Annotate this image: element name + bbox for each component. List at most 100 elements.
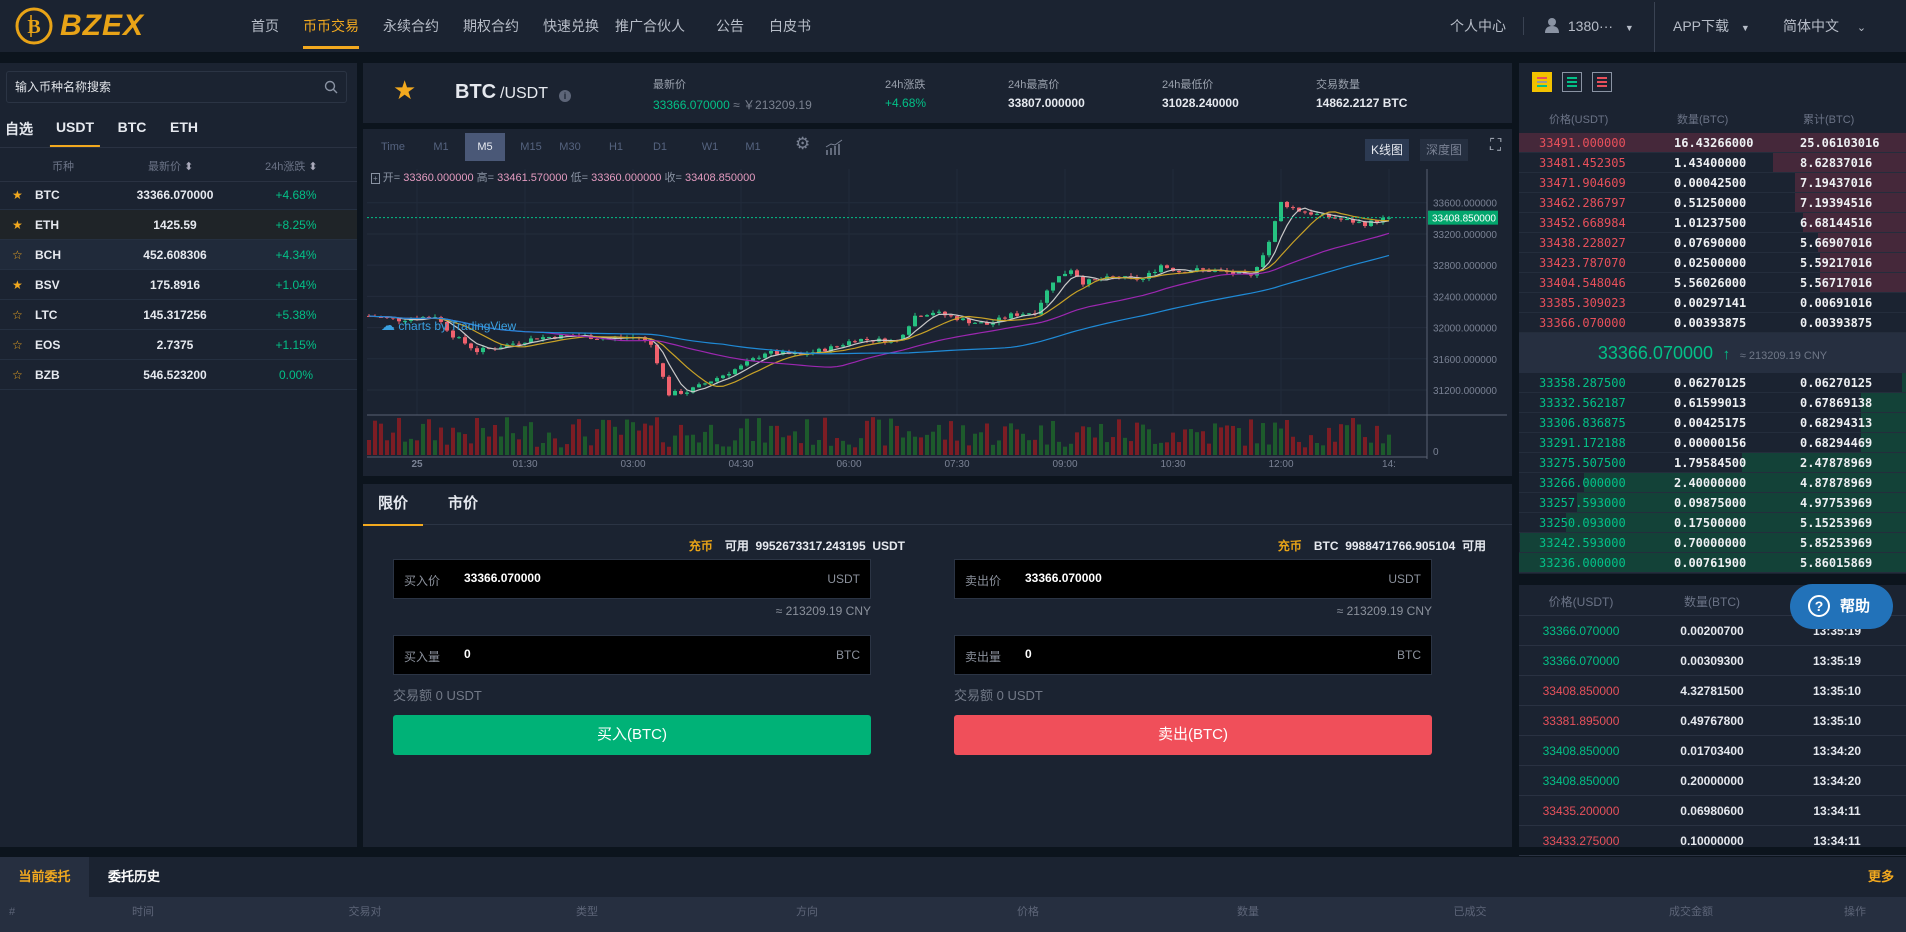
interval-button[interactable]: M30 [559,141,581,153]
personal-center-link[interactable]: 个人中心 [1450,18,1506,34]
coin-search-input[interactable]: 输入币种名称搜索 [6,71,347,103]
interval-button[interactable]: H1 [608,141,624,153]
bid-row[interactable]: 33275.507500 1.79584500 2.47878969 [1519,453,1906,473]
market-row[interactable]: ★ ETH 1425.59 +8.25% [0,210,357,240]
book-asks-only-icon[interactable] [1592,72,1612,92]
language-menu[interactable]: 简体中文 ⌄ [1783,0,1866,52]
info-icon[interactable]: i [559,90,571,102]
ask-row[interactable]: 33491.000000 16.43266000 25.06103016 [1519,133,1906,153]
nav-item[interactable]: 币币交易 [303,0,359,52]
search-icon[interactable] [324,80,338,94]
sell-quantity-input[interactable]: 卖出量 0 BTC [954,635,1432,675]
volume-bar [667,446,671,455]
tradingview-watermark[interactable]: ☁ charts by TradingView [381,317,516,334]
tab-limit[interactable]: 限价 [363,484,423,526]
interval-button[interactable]: W1 [701,141,719,153]
bid-row[interactable]: 33236.000000 0.00761900 5.86015869 [1519,553,1906,573]
interval-button[interactable]: M1 [745,141,761,153]
interval-button[interactable]: D1 [652,141,668,153]
star-outline-icon[interactable]: ☆ [12,248,23,262]
interval-button[interactable]: M1 [433,141,449,153]
sell-price-value[interactable]: 33366.070000 [1025,571,1102,585]
star-outline-icon[interactable]: ☆ [12,308,23,322]
ask-row[interactable]: 33462.286797 0.51250000 7.19394516 [1519,193,1906,213]
market-tab[interactable]: USDT [49,119,101,147]
help-button[interactable]: ? 帮助 [1790,584,1893,629]
kline-view-button[interactable]: K线图 [1365,139,1410,161]
market-tab[interactable]: ETH [170,119,198,135]
bid-row[interactable]: 33291.172188 0.00000156 0.68294469 [1519,433,1906,453]
star-outline-icon[interactable]: ☆ [12,368,23,382]
bid-row[interactable]: 33358.287500 0.06270125 0.06270125 [1519,373,1906,393]
book-bids-only-icon[interactable] [1562,72,1582,92]
nav-item[interactable]: 公告 [716,18,744,34]
sell-price-input[interactable]: 卖出价 33366.070000 USDT [954,559,1432,599]
bid-row[interactable]: 33332.562187 0.61599013 0.67869138 [1519,393,1906,413]
market-row[interactable]: ☆ LTC 145.317256 +5.38% [0,300,357,330]
market-tab[interactable]: 自选 [5,121,33,137]
ask-row[interactable]: 33452.668984 1.01237500 6.68144516 [1519,213,1906,233]
orders-column-header: 成交金额 [1669,906,1713,918]
column-price-sort[interactable]: 最新价 ⬍ [148,158,193,174]
nav-item[interactable]: 首页 [251,18,279,34]
nav-item[interactable]: 快速兑换 [543,18,599,34]
indicators-icon[interactable] [825,139,843,155]
market-row[interactable]: ★ BSV 175.8916 +1.04% [0,270,357,300]
nav-item[interactable]: 白皮书 [769,18,811,34]
buy-quantity-input[interactable]: 买入量 0 BTC [393,635,871,675]
ask-row[interactable]: 33366.070000 0.00393875 0.00393875 [1519,313,1906,333]
star-filled-icon[interactable]: ★ [12,278,23,292]
ask-row[interactable]: 33471.904609 0.00042500 7.19437016 [1519,173,1906,193]
user-menu[interactable]: 1380··· ▼ [1545,0,1634,52]
ask-row[interactable]: 33385.309023 0.00297141 0.00691016 [1519,293,1906,313]
app-download-menu[interactable]: APP下载 ▼ [1673,0,1750,52]
market-row[interactable]: ★ BTC 33366.070000 +4.68% [0,180,357,210]
bid-row[interactable]: 33250.093000 0.17500000 5.15253969 [1519,513,1906,533]
candle-body [397,318,401,322]
bid-row[interactable]: 33266.000000 2.40000000 4.87878969 [1519,473,1906,493]
collapse-icon[interactable]: + [371,173,380,184]
ask-row[interactable]: 33481.452305 1.43400000 8.62837016 [1519,153,1906,173]
settings-gear-icon[interactable]: ⚙ [795,134,811,153]
interval-button[interactable]: M5 [465,133,505,161]
star-outline-icon[interactable]: ☆ [12,338,23,352]
bid-row[interactable]: 33257.593000 0.09875000 4.97753969 [1519,493,1906,513]
market-row[interactable]: ☆ EOS 2.7375 +1.15% [0,330,357,360]
nav-item[interactable]: 期权合约 [463,18,519,34]
deposit-link[interactable]: 充币 [688,539,713,553]
tab-current-orders[interactable]: 当前委托 [0,857,89,897]
favorite-star-icon[interactable]: ★ [393,75,417,105]
buy-price-input[interactable]: 买入价 33366.070000 USDT [393,559,871,599]
deposit-link[interactable]: 充币 [1277,539,1302,553]
bid-row[interactable]: 33242.593000 0.70000000 5.85253969 [1519,533,1906,553]
logo[interactable]: B BZEX [14,6,174,46]
volume-bar [1141,424,1145,455]
ask-row[interactable]: 33404.548046 5.56026000 5.56717016 [1519,273,1906,293]
fullscreen-icon[interactable]: ⛶ [1490,137,1502,154]
book-both-sides-icon[interactable] [1532,72,1552,92]
star-filled-icon[interactable]: ★ [12,188,23,202]
tab-market[interactable]: 市价 [447,495,478,512]
sell-button[interactable]: 卖出(BTC) [954,715,1432,755]
star-filled-icon[interactable]: ★ [12,218,23,232]
ask-row[interactable]: 33423.787070 0.02500000 5.59217016 [1519,253,1906,273]
candlestick-chart[interactable]: 33600.000000 33200.000000 32800.000000 3240… [363,129,1512,476]
market-row[interactable]: ☆ BZB 546.523200 0.00% [0,360,357,390]
buy-price-value[interactable]: 33366.070000 [464,571,541,585]
interval-button[interactable]: M15 [520,141,542,153]
x-tick-label: 07:30 [944,459,969,470]
sell-qty-value[interactable]: 0 [1025,647,1032,661]
nav-item[interactable]: 永续合约 [383,18,439,34]
buy-qty-value[interactable]: 0 [464,647,471,661]
bid-row[interactable]: 33306.836875 0.00425175 0.68294313 [1519,413,1906,433]
nav-item[interactable]: 推广合伙人 [615,18,685,34]
ask-row[interactable]: 33438.228027 0.07690000 5.66907016 [1519,233,1906,253]
buy-button[interactable]: 买入(BTC) [393,715,871,755]
interval-button[interactable]: Time [380,141,406,153]
tab-order-history[interactable]: 委托历史 [108,869,161,884]
more-link[interactable]: 更多 [1867,869,1894,884]
market-row[interactable]: ☆ BCH 452.608306 +4.34% [0,240,357,270]
market-tab[interactable]: BTC [117,119,147,135]
column-change-sort[interactable]: 24h涨跌 ⬍ [265,158,318,174]
depth-view-button[interactable]: 深度图 [1420,139,1469,161]
